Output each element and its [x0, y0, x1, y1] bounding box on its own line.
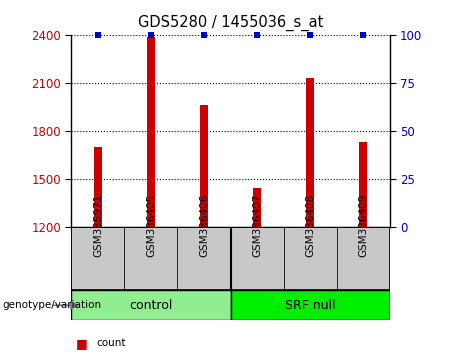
Text: GSM336407: GSM336407 — [252, 194, 262, 257]
Bar — [124, 227, 177, 290]
Text: GSM336408: GSM336408 — [305, 194, 315, 257]
Bar — [284, 227, 337, 290]
Text: genotype/variation: genotype/variation — [2, 300, 101, 310]
Bar — [253, 188, 261, 227]
Text: GSM336406: GSM336406 — [199, 194, 209, 257]
Bar — [359, 142, 367, 227]
Bar — [337, 227, 390, 290]
Text: control: control — [129, 299, 173, 312]
Text: count: count — [97, 338, 126, 348]
Bar — [306, 78, 314, 227]
Text: GSM336409: GSM336409 — [358, 194, 368, 257]
Bar — [230, 227, 284, 290]
Bar — [71, 290, 230, 320]
Text: SRF null: SRF null — [285, 299, 335, 312]
Text: GSM336405: GSM336405 — [146, 194, 156, 257]
Bar — [71, 227, 124, 290]
Bar — [147, 37, 155, 227]
Bar — [200, 105, 208, 227]
Text: GSM335971: GSM335971 — [93, 194, 103, 257]
Bar — [177, 227, 230, 290]
Title: GDS5280 / 1455036_s_at: GDS5280 / 1455036_s_at — [138, 15, 323, 31]
Text: ■: ■ — [76, 337, 88, 350]
Bar — [230, 290, 390, 320]
Bar — [94, 147, 102, 227]
Text: ■: ■ — [76, 353, 88, 354]
